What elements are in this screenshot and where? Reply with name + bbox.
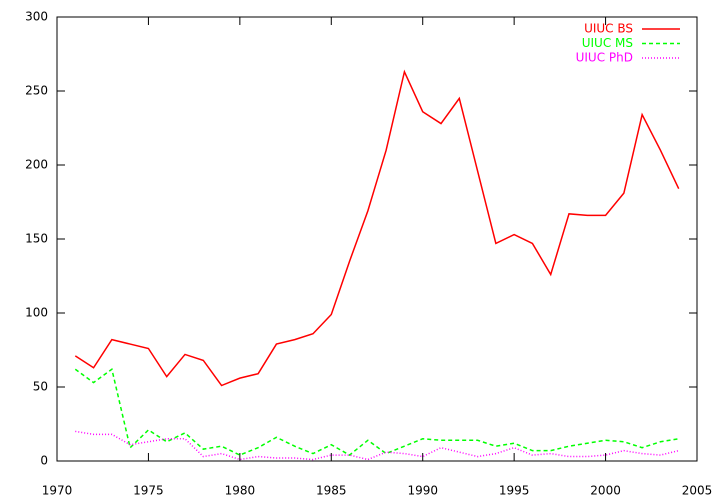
x-tick-label: 1975 bbox=[133, 484, 164, 498]
series-line bbox=[74, 367, 679, 456]
y-tick-label: 300 bbox=[25, 10, 48, 24]
x-tick-label: 1990 bbox=[407, 484, 438, 498]
x-tick-label: 1995 bbox=[499, 484, 530, 498]
x-tick-label: 1980 bbox=[225, 484, 256, 498]
y-tick-label: 200 bbox=[25, 158, 48, 172]
x-tick-label: 2005 bbox=[682, 484, 713, 498]
y-tick-label: 50 bbox=[33, 380, 48, 394]
legend-label: UIUC MS bbox=[582, 36, 633, 50]
legend-label: UIUC PhD bbox=[576, 51, 633, 65]
x-tick-label: 1985 bbox=[316, 484, 347, 498]
x-tick-label: 1970 bbox=[42, 484, 73, 498]
series-line bbox=[74, 69, 680, 387]
series-line bbox=[75, 430, 679, 461]
y-tick-label: 0 bbox=[40, 454, 48, 468]
y-tick-label: 100 bbox=[25, 306, 48, 320]
y-tick-label: 150 bbox=[25, 232, 48, 246]
x-tick-label: 2000 bbox=[590, 484, 621, 498]
y-tick-label: 250 bbox=[25, 84, 48, 98]
plot-frame bbox=[56, 16, 698, 462]
legend-label: UIUC BS bbox=[584, 22, 633, 36]
